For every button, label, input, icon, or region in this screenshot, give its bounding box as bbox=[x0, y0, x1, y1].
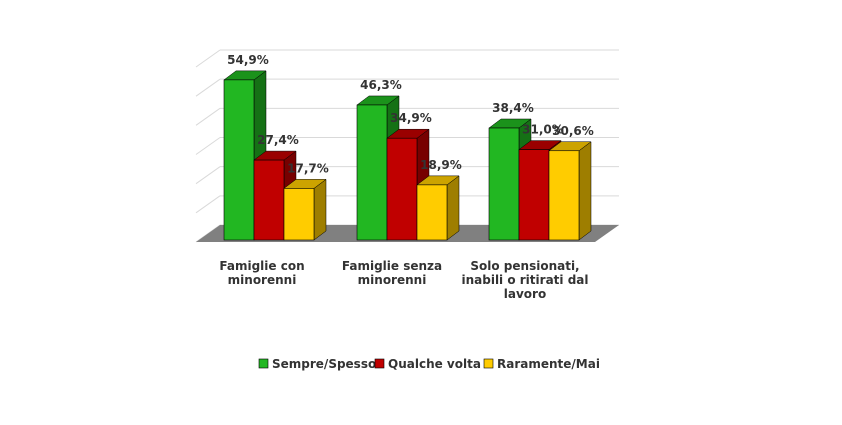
category-label: lavoro bbox=[504, 287, 546, 301]
side-gridline bbox=[195, 107, 221, 126]
data-label: 54,9% bbox=[227, 53, 269, 67]
bar bbox=[416, 184, 448, 241]
category-label: minorenni bbox=[358, 273, 427, 287]
legend-label: Qualche volta bbox=[388, 357, 481, 371]
data-label: 34,9% bbox=[390, 111, 432, 125]
bar bbox=[283, 188, 315, 241]
legend-swatch bbox=[258, 358, 269, 369]
bar-side bbox=[446, 175, 460, 241]
category-label: inabili o ritirati dal bbox=[461, 273, 588, 287]
bar bbox=[253, 159, 285, 241]
legend-swatch bbox=[374, 358, 385, 369]
data-label: 17,7% bbox=[287, 161, 329, 175]
bar bbox=[488, 127, 520, 241]
data-label: 18,9% bbox=[420, 158, 462, 172]
side-gridline bbox=[195, 78, 221, 97]
bar bbox=[548, 150, 580, 241]
category-label: Solo pensionati, bbox=[470, 259, 579, 273]
data-label: 38,4% bbox=[492, 101, 534, 115]
data-label: 31,0% bbox=[522, 123, 564, 137]
category-label: Famiglie senza bbox=[342, 259, 442, 273]
side-gridline bbox=[195, 195, 221, 214]
legend-label: Sempre/Spesso bbox=[272, 357, 376, 371]
data-label: 30,6% bbox=[552, 124, 594, 138]
side-gridline bbox=[195, 49, 221, 68]
bar bbox=[518, 149, 550, 241]
bar bbox=[223, 79, 255, 241]
bar bbox=[356, 104, 388, 241]
category-label: minorenni bbox=[228, 273, 297, 287]
side-gridline bbox=[195, 166, 221, 185]
bar bbox=[386, 137, 418, 241]
legend-label: Raramente/Mai bbox=[497, 357, 600, 371]
bar-side bbox=[313, 178, 327, 241]
legend-swatch bbox=[483, 358, 494, 369]
bar-side bbox=[578, 141, 592, 241]
side-gridline bbox=[195, 137, 221, 155]
data-label: 27,4% bbox=[257, 133, 299, 147]
data-label: 46,3% bbox=[360, 78, 402, 92]
category-label: Famiglie con bbox=[219, 259, 304, 273]
